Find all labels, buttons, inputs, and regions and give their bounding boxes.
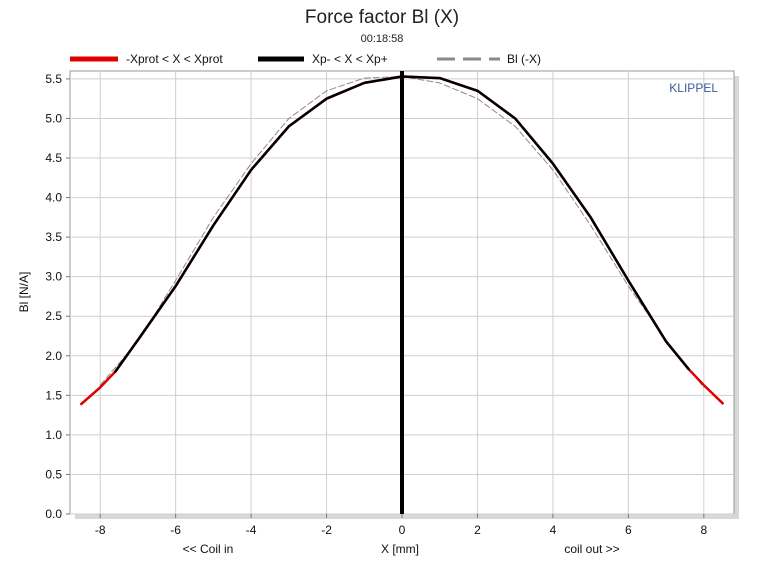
x-tick-label: 8 bbox=[700, 523, 707, 537]
y-tick-label: 5.5 bbox=[45, 72, 62, 86]
x-axis-label: X [mm] bbox=[381, 542, 419, 556]
y-tick-label: 3.5 bbox=[45, 230, 62, 244]
x-tick-label: 2 bbox=[474, 523, 481, 537]
x-tick-label: -8 bbox=[95, 523, 106, 537]
klippel-watermark: KLIPPEL bbox=[669, 81, 718, 95]
y-tick-label: 2.0 bbox=[45, 349, 62, 363]
coil-in-note: << Coil in bbox=[183, 542, 234, 556]
x-tick-label: -4 bbox=[246, 523, 257, 537]
y-axis-label: Bl [N/A] bbox=[17, 272, 31, 313]
y-tick-label: 1.0 bbox=[45, 428, 62, 442]
y-tick-label: 1.5 bbox=[45, 388, 62, 402]
axis-ticks: -8 -6 -4 -2 0 2 4 6 8 0.0 0.5 1.0 1.5 2.0 2.5 3.0 3.5 4.0… bbox=[45, 72, 707, 537]
y-tick-label: 0.5 bbox=[45, 467, 62, 481]
y-tick-label: 3.0 bbox=[45, 270, 62, 284]
chart-title: Force factor Bl (X) bbox=[305, 7, 459, 28]
legend-label-xprot: -Xprot < X < Xprot bbox=[126, 52, 223, 66]
x-tick-label: -2 bbox=[321, 523, 332, 537]
x-tick-label: 0 bbox=[399, 523, 406, 537]
chart-subtitle: 00:18:58 bbox=[361, 33, 404, 45]
legend: -Xprot < X < Xprot Xp- < X < Xp+ Bl (-X) bbox=[70, 52, 541, 66]
y-tick-label: 0.0 bbox=[45, 507, 62, 521]
y-tick-label: 4.5 bbox=[45, 151, 62, 165]
coil-out-note: coil out >> bbox=[564, 542, 619, 556]
series bbox=[80, 71, 724, 514]
legend-label-bl-neg: Bl (-X) bbox=[507, 52, 541, 66]
y-tick-label: 4.0 bbox=[45, 191, 62, 205]
y-tick-label: 2.5 bbox=[45, 309, 62, 323]
y-tick-label: 5.0 bbox=[45, 111, 62, 125]
legend-label-xp: Xp- < X < Xp+ bbox=[312, 52, 388, 66]
x-tick-label: -6 bbox=[170, 523, 181, 537]
x-tick-label: 4 bbox=[550, 523, 557, 537]
x-tick-label: 6 bbox=[625, 523, 632, 537]
